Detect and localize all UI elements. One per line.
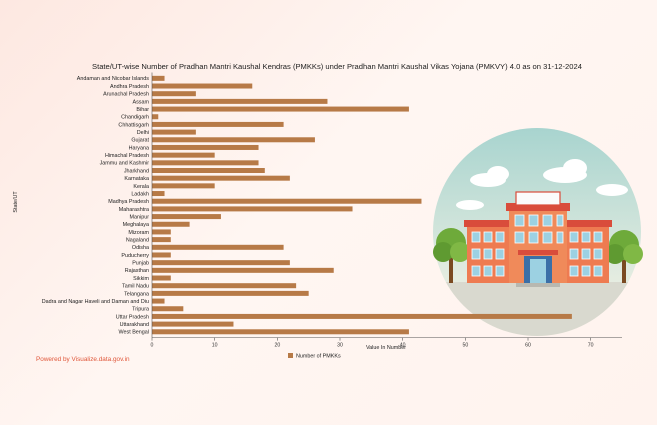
bar[interactable] — [152, 152, 215, 158]
category-label: Punjab — [132, 261, 149, 267]
bar[interactable] — [152, 106, 409, 112]
category-labels: Andaman and Nicobar Islands Andhra Prades… — [42, 76, 150, 335]
category-label: Uttarakhand — [120, 322, 149, 328]
category-label: Tamil Nadu — [122, 284, 149, 290]
category-label: Chhattisgarh — [118, 122, 149, 128]
category-label: Telangana — [124, 291, 149, 297]
bar[interactable] — [152, 206, 353, 212]
category-label: Jharkhand — [124, 168, 149, 174]
category-label: Gujarat — [131, 138, 149, 144]
x-tick-label: 0 — [151, 343, 154, 349]
category-label: Meghalaya — [123, 222, 149, 228]
bar[interactable] — [152, 144, 259, 150]
x-tick-label: 30 — [337, 343, 343, 349]
category-label: Puducherry — [121, 253, 149, 259]
bar[interactable] — [152, 290, 309, 296]
legend[interactable]: Number of PMKKs — [288, 353, 341, 360]
x-tick-label: 40 — [400, 343, 406, 349]
bar[interactable] — [152, 175, 290, 181]
x-axis-ticks: 0 10 20 30 40 50 60 70 — [151, 337, 594, 349]
category-label: West Bengal — [119, 330, 149, 336]
category-label: Manipur — [130, 214, 150, 220]
bar[interactable] — [152, 275, 171, 281]
bar[interactable] — [152, 114, 159, 120]
bar[interactable] — [152, 198, 422, 204]
category-label: Nagaland — [126, 238, 149, 244]
category-label: Tripura — [132, 307, 149, 313]
legend-swatch — [288, 353, 293, 358]
category-label: Maharashtra — [119, 207, 149, 213]
category-label: Sikkim — [133, 276, 149, 282]
bar[interactable] — [152, 91, 196, 97]
chart-title: State/UT-wise Number of Pradhan Mantri K… — [92, 62, 582, 71]
category-label: Andhra Pradesh — [110, 84, 149, 90]
x-tick-label: 20 — [274, 343, 280, 349]
category-label: Rajasthan — [125, 268, 149, 274]
bar[interactable] — [152, 121, 284, 127]
category-label: Dadra and Nagar Haveli and Daman and Diu — [42, 299, 149, 305]
bar[interactable] — [152, 244, 284, 250]
category-label: Arunachal Pradesh — [103, 92, 149, 98]
category-label: Karnataka — [124, 176, 149, 182]
bar[interactable] — [152, 98, 328, 104]
bar[interactable] — [152, 283, 297, 289]
bar[interactable] — [152, 306, 184, 312]
x-tick-label: 50 — [462, 343, 468, 349]
category-label: Haryana — [129, 145, 149, 151]
bar[interactable] — [152, 237, 171, 243]
bar[interactable] — [152, 313, 572, 319]
category-label: Odisha — [132, 245, 149, 251]
category-label: Himachal Pradesh — [105, 153, 149, 159]
category-label: Uttar Pradesh — [116, 314, 149, 320]
y-axis-title: State/UT — [13, 191, 19, 213]
x-tick-label: 60 — [525, 343, 531, 349]
bar[interactable] — [152, 160, 259, 166]
category-label: Madhya Pradesh — [108, 199, 149, 205]
bar[interactable] — [152, 229, 171, 235]
category-label: Jammu and Kashmir — [100, 161, 150, 167]
axes — [151, 72, 622, 338]
category-label: Chandigarh — [121, 115, 149, 121]
bar[interactable] — [152, 252, 171, 258]
category-label: Assam — [133, 99, 150, 105]
bar[interactable] — [152, 267, 334, 273]
x-tick-label: 10 — [212, 343, 218, 349]
bar-series — [152, 75, 572, 335]
bar[interactable] — [152, 214, 221, 220]
x-tick-label: 70 — [588, 343, 594, 349]
category-label: Delhi — [137, 130, 149, 136]
category-label: Kerala — [133, 184, 149, 190]
bar[interactable] — [152, 137, 315, 143]
bar[interactable] — [152, 129, 196, 135]
category-label: Mizoram — [128, 230, 149, 236]
bar[interactable] — [152, 75, 165, 81]
bar[interactable] — [152, 221, 190, 227]
category-label: Andaman and Nicobar Islands — [77, 76, 150, 82]
bar[interactable] — [152, 191, 165, 197]
school-illustration-icon — [433, 128, 643, 336]
bar[interactable] — [152, 168, 265, 173]
bar[interactable] — [152, 298, 165, 304]
category-label: Bihar — [136, 107, 149, 113]
x-axis-title: Value In Number — [366, 345, 406, 351]
bar[interactable] — [152, 83, 253, 89]
powered-by-credit[interactable]: Powered by Visualize.data.gov.in — [36, 356, 130, 363]
bar[interactable] — [152, 183, 215, 189]
bar[interactable] — [152, 260, 290, 266]
legend-label: Number of PMKKs — [296, 354, 341, 360]
bar[interactable] — [152, 329, 409, 335]
category-label: Ladakh — [131, 191, 149, 197]
bar[interactable] — [152, 321, 234, 327]
